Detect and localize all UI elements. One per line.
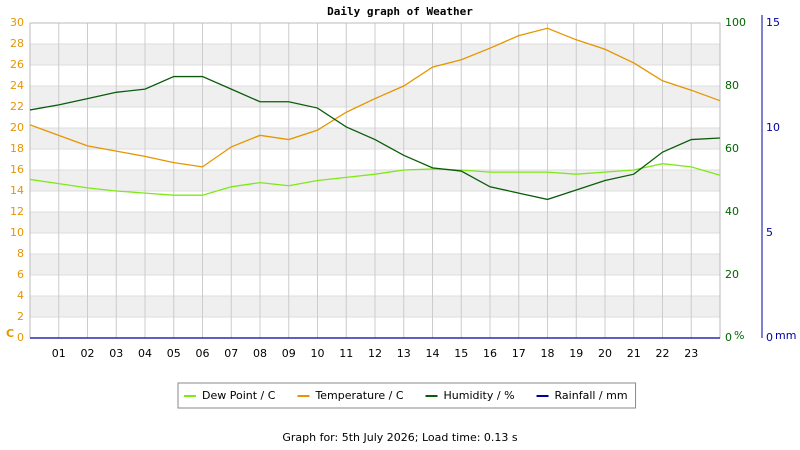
legend-label: Humidity / % — [444, 389, 515, 402]
x-tick-label: 06 — [196, 347, 210, 360]
y-tick-label: 14 — [10, 184, 24, 197]
y2-tick-label: 20 — [725, 268, 739, 281]
x-tick-label: 02 — [81, 347, 95, 360]
y-tick-label: 30 — [10, 16, 24, 29]
y-tick-label: 6 — [17, 268, 24, 281]
x-tick-label: 12 — [368, 347, 382, 360]
x-tick-label: 22 — [656, 347, 670, 360]
legend-label: Temperature / C — [314, 389, 403, 402]
x-tick-label: 03 — [109, 347, 123, 360]
y-tick-label: 26 — [10, 58, 24, 71]
y-tick-label: 24 — [10, 79, 24, 92]
y-tick-label: 22 — [10, 100, 24, 113]
y-tick-label: 16 — [10, 163, 24, 176]
y2-tick-label: 60 — [725, 142, 739, 155]
x-tick-label: 05 — [167, 347, 181, 360]
x-tick-label: 20 — [598, 347, 612, 360]
y-tick-label: 18 — [10, 142, 24, 155]
y-tick-label: 28 — [10, 37, 24, 50]
x-tick-label: 10 — [311, 347, 325, 360]
x-tick-label: 04 — [138, 347, 152, 360]
x-tick-label: 14 — [426, 347, 440, 360]
y3-axis-label: mm — [775, 329, 796, 342]
x-tick-label: 13 — [397, 347, 411, 360]
y-tick-label: 12 — [10, 205, 24, 218]
y-tick-label: 0 — [17, 331, 24, 344]
y2-axis-label: % — [734, 329, 744, 342]
y2-tick-label: 40 — [725, 205, 739, 218]
x-tick-label: 07 — [224, 347, 238, 360]
legend-box — [177, 382, 637, 409]
y3-tick-label: 0 — [766, 331, 773, 344]
y-tick-label: 2 — [17, 310, 24, 323]
series-line — [29, 163, 721, 196]
x-tick-label: 08 — [253, 347, 267, 360]
legend-label: Dew Point / C — [202, 389, 276, 402]
y2-tick-label: 100 — [725, 16, 746, 29]
y2-tick-label: 80 — [725, 79, 739, 92]
y-tick-label: 10 — [10, 226, 24, 239]
x-tick-label: 23 — [684, 347, 698, 360]
y-tick-label: 20 — [10, 121, 24, 134]
y3-tick-label: 15 — [766, 16, 780, 29]
x-tick-label: 09 — [282, 347, 296, 360]
footer: Graph for: 5th July 2026; Load time: 0.1… — [282, 431, 518, 444]
legend-label: Rainfall / mm — [555, 389, 628, 402]
y-tick-label: 4 — [17, 289, 24, 302]
y3-tick-label: 5 — [766, 226, 773, 239]
y2-tick-label: 0 — [725, 331, 732, 344]
x-tick-label: 21 — [627, 347, 641, 360]
series-line — [29, 75, 721, 201]
x-tick-label: 17 — [512, 347, 526, 360]
y-axis-label: C — [6, 327, 14, 340]
x-tick-label: 16 — [483, 347, 497, 360]
y-tick-label: 8 — [17, 247, 24, 260]
x-tick-label: 19 — [569, 347, 583, 360]
x-tick-label: 15 — [454, 347, 468, 360]
x-tick-label: 18 — [541, 347, 555, 360]
y3-tick-label: 10 — [766, 121, 780, 134]
series-line — [29, 27, 721, 168]
x-tick-label: 11 — [339, 347, 353, 360]
x-tick-label: 01 — [52, 347, 66, 360]
chart-title: Daily graph of Weather — [327, 5, 473, 18]
